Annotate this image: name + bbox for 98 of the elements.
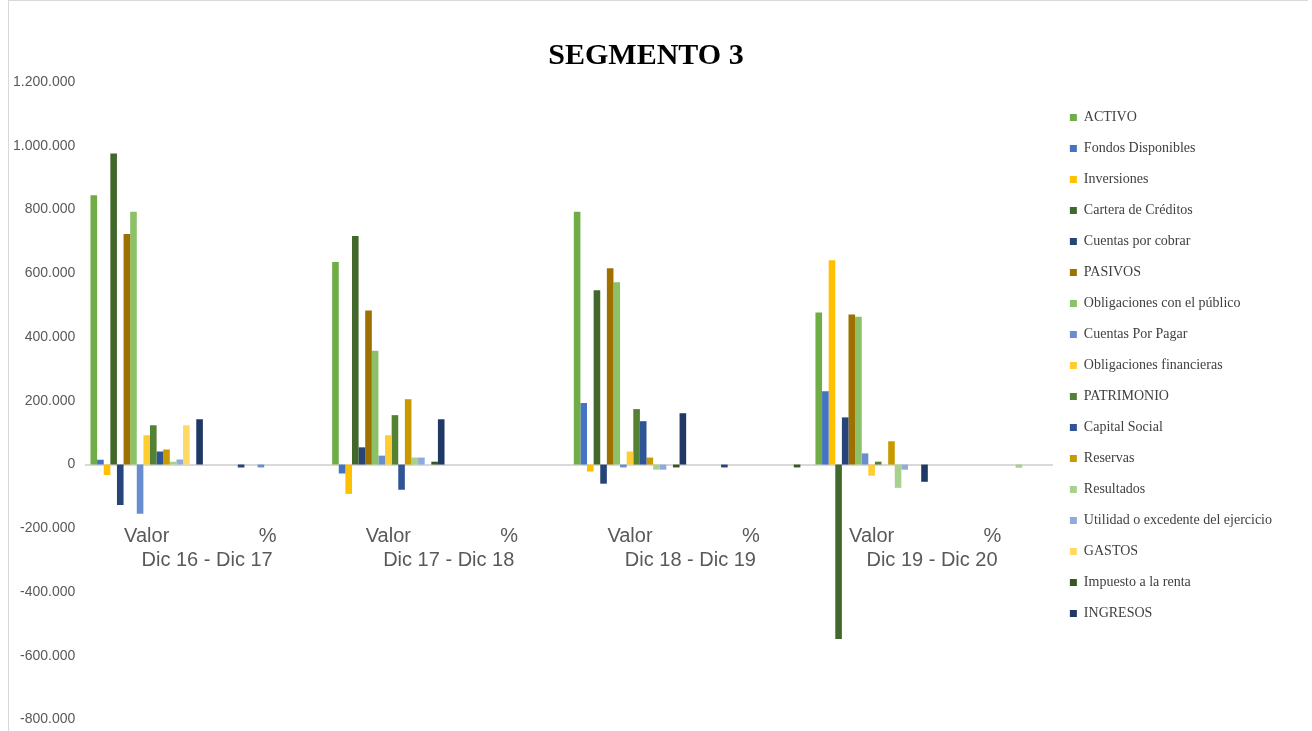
bar	[351, 235, 359, 465]
bar	[156, 451, 164, 465]
legend-label: PATRIMONIO	[1083, 388, 1169, 404]
bar	[888, 441, 895, 465]
bar	[411, 457, 419, 465]
bar	[97, 459, 104, 465]
legend-label: Obligaciones financieras	[1083, 357, 1223, 373]
bar	[418, 457, 425, 465]
bar	[163, 449, 170, 465]
bar	[815, 312, 823, 465]
bar	[841, 417, 849, 465]
bar	[587, 464, 594, 472]
legend-label: Cuentas por cobrar	[1083, 233, 1191, 249]
bar	[861, 453, 869, 465]
bar	[116, 464, 124, 506]
bar	[378, 455, 386, 465]
bar	[398, 464, 405, 490]
bar	[639, 421, 647, 465]
bar	[332, 262, 339, 465]
legend-label: Obligaciones con el público	[1083, 295, 1241, 311]
x-tick-label: %	[500, 524, 519, 547]
bar	[626, 451, 634, 465]
annotation: Dic 19 - Dic 20	[866, 548, 998, 571]
bar	[365, 310, 372, 465]
legend-label: Cartera de Créditos	[1083, 202, 1193, 218]
bar	[874, 461, 882, 465]
x-tick-label: Valor	[607, 524, 653, 547]
bar	[835, 464, 842, 639]
bar	[150, 425, 157, 465]
x-tick-label: Valor	[849, 524, 895, 547]
bar	[123, 234, 131, 465]
y-tick-label: -600.000	[20, 646, 76, 663]
y-tick-label: 800.000	[24, 200, 76, 217]
y-tick-label: -800.000	[20, 710, 76, 727]
bar	[404, 399, 412, 465]
bar	[143, 435, 150, 465]
y-tick-label: 1.200.000	[12, 72, 76, 89]
bar	[613, 282, 621, 465]
bar	[130, 211, 137, 465]
bar	[868, 464, 875, 476]
x-tick-label: %	[258, 524, 277, 547]
legend-label: Resultados	[1083, 481, 1146, 497]
legend-label: PASIVOS	[1083, 264, 1141, 280]
y-tick-label: -400.000	[20, 582, 76, 599]
bar	[183, 425, 190, 465]
bar	[110, 153, 117, 465]
y-tick-label: -200.000	[20, 519, 76, 536]
bar	[593, 290, 601, 465]
legend-label: Cuentas Por Pagar	[1083, 326, 1188, 342]
bar	[371, 350, 379, 465]
annotation: Dic 16 - Dic 17	[141, 548, 273, 571]
bar	[176, 459, 184, 465]
bar	[136, 464, 144, 514]
legend-label: Inversiones	[1083, 171, 1149, 187]
bar	[196, 419, 203, 465]
annotation: Dic 18 - Dic 19	[624, 548, 756, 571]
bar	[822, 391, 829, 465]
chart-title: SEGMENTO 3	[548, 36, 744, 70]
legend-label: GASTOS	[1083, 543, 1139, 559]
bar	[391, 415, 399, 465]
legend-label: INGRESOS	[1083, 605, 1153, 621]
legend-label: Reservas	[1083, 450, 1135, 466]
bar	[606, 268, 614, 465]
bar	[828, 260, 836, 465]
legend-label: Utilidad o excedente del ejercicio	[1083, 512, 1273, 528]
bar	[385, 435, 392, 465]
annotation: Dic 17 - Dic 18	[383, 548, 515, 571]
bar	[855, 316, 862, 465]
bar	[437, 419, 445, 465]
y-tick-label: 1.000.000	[12, 136, 76, 153]
bar	[600, 464, 607, 484]
bar	[848, 314, 856, 465]
legend-label: Capital Social	[1083, 419, 1163, 435]
legend-label: ACTIVO	[1083, 109, 1137, 125]
bar	[573, 211, 581, 465]
bar	[633, 409, 640, 465]
bar	[894, 464, 902, 488]
bar	[901, 464, 908, 470]
bar	[431, 461, 438, 465]
bar	[653, 464, 660, 470]
bar	[646, 457, 654, 465]
y-tick-label: 200.000	[24, 391, 76, 408]
bar	[358, 447, 366, 465]
bar	[169, 461, 177, 465]
bar	[921, 464, 928, 482]
legend-label: Fondos Disponibles	[1083, 140, 1196, 156]
bar	[580, 403, 588, 465]
legend-label: Impuesto a la renta	[1083, 574, 1192, 590]
x-tick-label: Valor	[124, 524, 170, 547]
bar	[345, 464, 352, 494]
bar	[679, 413, 687, 465]
x-tick-label: Valor	[365, 524, 412, 547]
y-tick-label: 400.000	[24, 327, 76, 344]
y-tick-label: 600.000	[24, 264, 76, 281]
y-tick-label: 0	[67, 455, 76, 472]
x-tick-label: %	[741, 524, 760, 547]
bar	[90, 195, 98, 465]
x-tick-label: %	[983, 524, 1002, 547]
